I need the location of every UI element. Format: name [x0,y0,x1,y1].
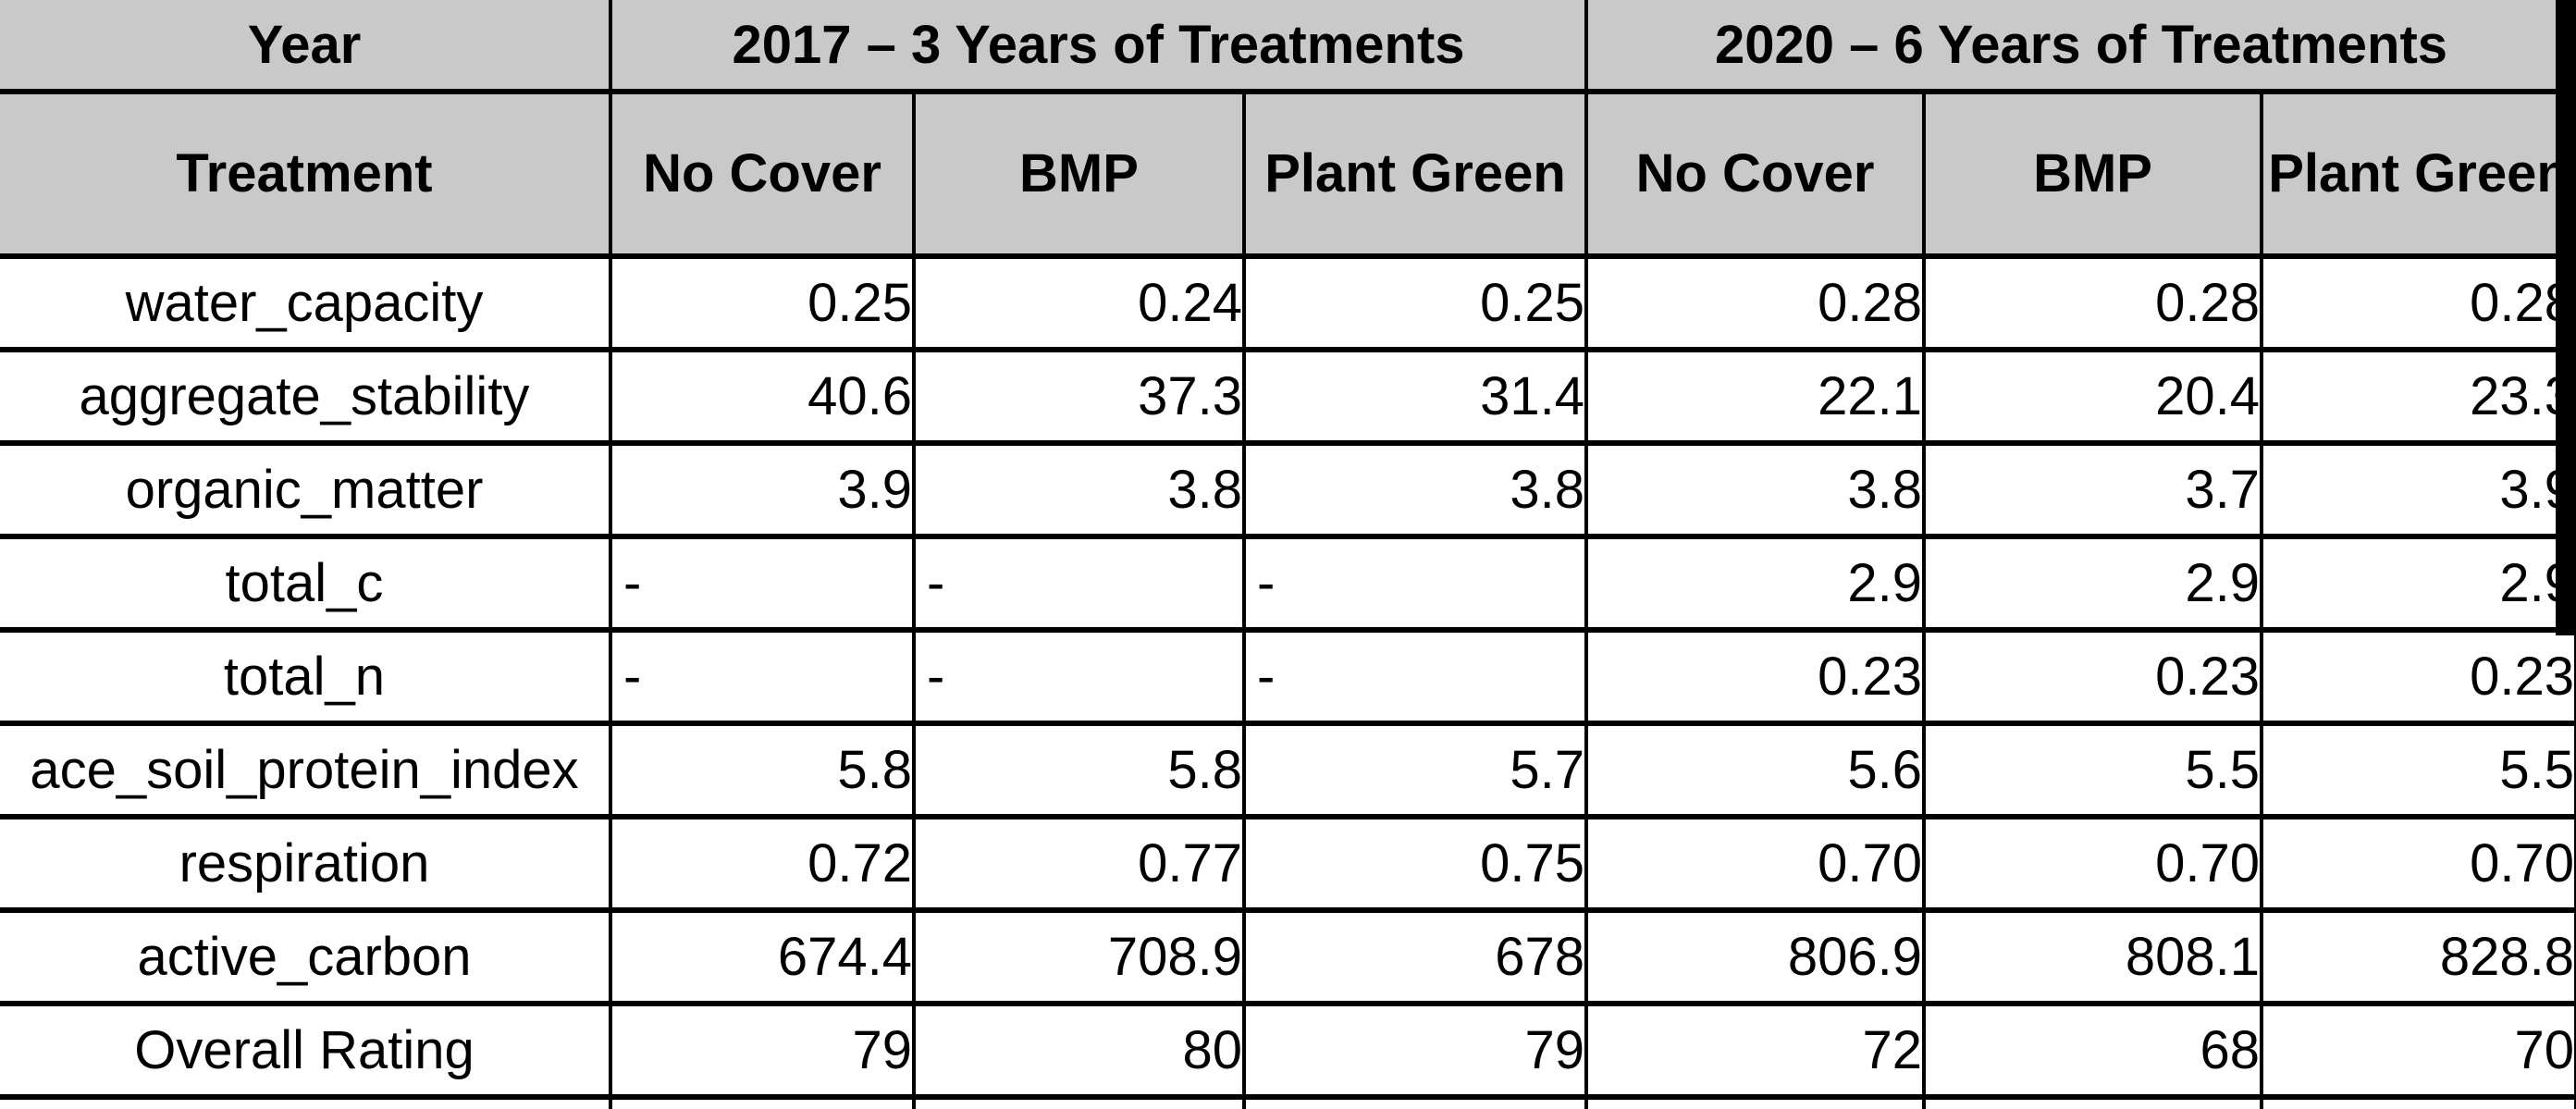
cell-value: 3.9 [609,440,916,539]
cell-value: - [609,534,916,633]
column-header-bmp-2017: BMP [912,89,1246,259]
cell-value: 0.77 [912,814,1246,913]
table-row-respiration: respiration 0.72 0.77 0.75 0.70 0.70 0.7… [0,814,2576,913]
cell-value: 79 [609,1001,916,1100]
cell-value: 5.5 [2260,721,2576,819]
column-header-no-cover-2017: No Cover [609,89,916,259]
cell-value: 5.8 [609,721,916,819]
cell-value: 0.28 [2260,253,2576,352]
row-label: total_c [0,534,612,633]
table-row-water-capacity: water_capacity 0.25 0.24 0.25 0.28 0.28 … [0,253,2576,352]
table-row-active-carbon: active_carbon 674.4 708.9 678 806.9 808.… [0,907,2576,1006]
cell-value: 828.8 [2260,907,2576,1006]
treatment-header-cell: Treatment [0,89,612,259]
cell-value: - [609,627,916,726]
cell-value: 708.9 [912,907,1246,1006]
cell-value: 0.75 [1241,814,1589,913]
cell-value: 0.25 [1241,253,1589,352]
treatment-header-row: Treatment No Cover BMP Plant Green No Co… [0,89,2576,259]
table-row-ace-soil-protein-index: ace_soil_protein_index 5.8 5.8 5.7 5.6 5… [0,721,2576,819]
row-label: Overall Rating [0,1001,612,1100]
cell-value: 0.23 [1584,627,1927,726]
cell-value: 806.9 [1584,907,1927,1006]
cell-value: 5.8 [912,721,1246,819]
cell-value: 3.8 [1241,440,1589,539]
cell-value: 0.23 [2260,627,2576,726]
cell-value: 0.25 [609,253,916,352]
cell-value: 3.9 [2260,440,2576,539]
cell-value: 808.1 [1922,907,2264,1006]
cell-value: 2.9 [1584,534,1927,633]
row-label: active_carbon [0,907,612,1006]
cell-value: 0.70 [1584,814,1927,913]
column-header-bmp-2020: BMP [1922,89,2264,259]
column-header-plant-green-2020: Plant Green [2260,89,2576,259]
cell-value: 79 [1241,1001,1589,1100]
cell-value: 3.8 [1584,440,1927,539]
table-row-total-c: total_c - - - 2.9 2.9 2.9 [0,534,2576,633]
cell-value: 0.24 [912,253,1246,352]
cell-value: - [912,534,1246,633]
cell-value: 678 [1241,907,1589,1006]
cell-value: - [1241,534,1589,633]
row-label: total_n [0,627,612,726]
cell-value: 674.4 [609,907,916,1006]
row-label: ace_soil_protein_index [0,721,612,819]
cell-value: 5.5 [1922,721,2264,819]
row-label: respiration [0,814,612,913]
cell-value: 5.6 [1584,721,1927,819]
cell-value: 31.4 [1241,347,1589,446]
cell-value: - [1241,627,1589,726]
cell-value: 80 [912,1001,1246,1100]
cell-value: 5.7 [1241,721,1589,819]
column-header-no-cover-2020: No Cover [1584,89,1927,259]
cell-value: 72 [1584,1001,1927,1100]
cell-value: 0.28 [1584,253,1927,352]
group-header-2020: 2020 – 6 Years of Treatments [1584,0,2576,94]
cell-value: 0.70 [2260,814,2576,913]
year-header-cell: Year [0,0,612,94]
cropped-partial-row [0,1094,2576,1109]
table-row-total-n: total_n - - - 0.23 0.23 0.23 [0,627,2576,726]
cell-value: 0.72 [609,814,916,913]
cell-value: 20.4 [1922,347,2264,446]
black-edge-strip [2556,0,2576,635]
row-label: organic_matter [0,440,612,539]
cell-value: 23.3 [2260,347,2576,446]
cell-value: 70 [2260,1001,2576,1100]
cell-value: 22.1 [1584,347,1927,446]
table-row-organic-matter: organic_matter 3.9 3.8 3.8 3.8 3.7 3.9 [0,440,2576,539]
cell-value: 3.7 [1922,440,2264,539]
cell-value: 2.9 [2260,534,2576,633]
cell-value: 0.28 [1922,253,2264,352]
cell-value: 0.70 [1922,814,2264,913]
cell-value: 68 [1922,1001,2264,1100]
cell-value: 3.8 [912,440,1246,539]
table-row-overall-rating: Overall Rating 79 80 79 72 68 70 [0,1001,2576,1100]
cell-value: - [912,627,1246,726]
cell-value: 40.6 [609,347,916,446]
row-label: aggregate_stability [0,347,612,446]
cell-value: 0.23 [1922,627,2264,726]
cell-value: 2.9 [1922,534,2264,633]
year-header-row: Year 2017 – 3 Years of Treatments 2020 –… [0,0,2576,94]
row-label: water_capacity [0,253,612,352]
column-header-plant-green-2017: Plant Green [1241,89,1589,259]
group-header-2017: 2017 – 3 Years of Treatments [608,0,1589,94]
cell-value: 37.3 [912,347,1246,446]
table-row-aggregate-stability: aggregate_stability 40.6 37.3 31.4 22.1 … [0,347,2576,446]
